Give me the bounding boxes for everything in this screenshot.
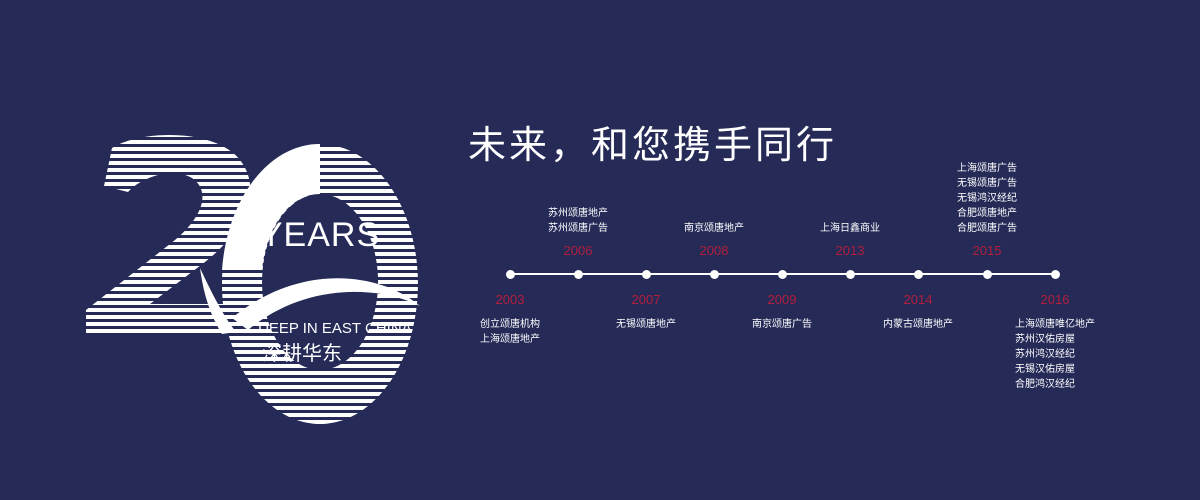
- timeline-entry: 上海颂唐地产: [480, 334, 540, 345]
- slogan-heading: 未来，和您携手同行: [468, 123, 838, 167]
- timeline-year: 2007: [631, 292, 661, 307]
- timeline-year: 2016: [1040, 292, 1070, 307]
- timeline-entries: 无锡颂唐地产: [616, 317, 676, 332]
- timeline-entry: 无锡汉佑房屋: [1015, 364, 1075, 375]
- timeline-dot: [574, 270, 583, 279]
- timeline-entry: 合肥鸿汉经纪: [1015, 379, 1075, 390]
- timeline-year: 2015: [972, 243, 1002, 258]
- timeline-year: 2006: [563, 243, 593, 258]
- timeline-entry: 苏州汉佑房屋: [1015, 334, 1075, 345]
- timeline-dot: [710, 270, 719, 279]
- 20-years-logo: YEARS DEEP IN EAST CHINA 深耕华东: [86, 135, 420, 425]
- timeline-entries: 上海颂唐广告 无锡颂唐广告 无锡鸿汉经纪 合肥颂唐地产 合肥颂唐广告: [957, 161, 1017, 236]
- timeline-entry: 内蒙古颂唐地产: [883, 319, 953, 330]
- timeline-entry: 苏州鸿汉经纪: [1015, 349, 1075, 360]
- timeline-dot: [778, 270, 787, 279]
- timeline-entry: 苏州颂唐广告: [548, 223, 608, 234]
- swoosh-arc: [232, 278, 420, 330]
- timeline-entry: 南京颂唐广告: [752, 319, 812, 330]
- timeline-year: 2014: [903, 292, 933, 307]
- timeline-entries: 南京颂唐地产: [684, 221, 744, 236]
- timeline-entries: 上海颂唐唯亿地产 苏州汉佑房屋 苏州鸿汉经纪 无锡汉佑房屋 合肥鸿汉经纪: [1015, 317, 1095, 392]
- timeline-dot: [846, 270, 855, 279]
- timeline-entries: 内蒙古颂唐地产: [883, 317, 953, 332]
- timeline-entry: 无锡颂唐广告: [957, 178, 1017, 189]
- timeline-dot: [642, 270, 651, 279]
- timeline-entry: 创立颂唐机构: [480, 319, 540, 330]
- timeline-entry: 无锡颂唐地产: [616, 319, 676, 330]
- timeline-entry: 合肥颂唐广告: [957, 223, 1017, 234]
- logo-cn-name: 深耕华东: [262, 341, 342, 365]
- timeline-entries: 上海日鑫商业: [820, 221, 880, 236]
- timeline-entries: 南京颂唐广告: [752, 317, 812, 332]
- timeline-entry: 上海颂唐唯亿地产: [1015, 319, 1095, 330]
- timeline-entries: 创立颂唐机构 上海颂唐地产: [480, 317, 540, 347]
- timeline-year: 2003: [495, 292, 525, 307]
- timeline-dot: [914, 270, 923, 279]
- timeline-entry: 南京颂唐地产: [684, 223, 744, 234]
- timeline-year: 2009: [767, 292, 797, 307]
- timeline-year: 2013: [835, 243, 865, 258]
- timeline-dot: [983, 270, 992, 279]
- timeline-entry: 上海日鑫商业: [820, 223, 880, 234]
- timeline-entry: 上海颂唐广告: [957, 163, 1017, 174]
- logo-years-text: YEARS: [260, 216, 380, 254]
- timeline-year: 2008: [699, 243, 729, 258]
- timeline-entry: 合肥颂唐地产: [957, 208, 1017, 219]
- timeline-entries: 苏州颂唐地产 苏州颂唐广告: [548, 206, 608, 236]
- timeline-entry: 无锡鸿汉经纪: [957, 193, 1017, 204]
- timeline-dot: [1051, 270, 1060, 279]
- timeline-entry: 苏州颂唐地产: [548, 208, 608, 219]
- logo-tagline: DEEP IN EAST CHINA: [258, 320, 412, 337]
- timeline-dot: [506, 270, 515, 279]
